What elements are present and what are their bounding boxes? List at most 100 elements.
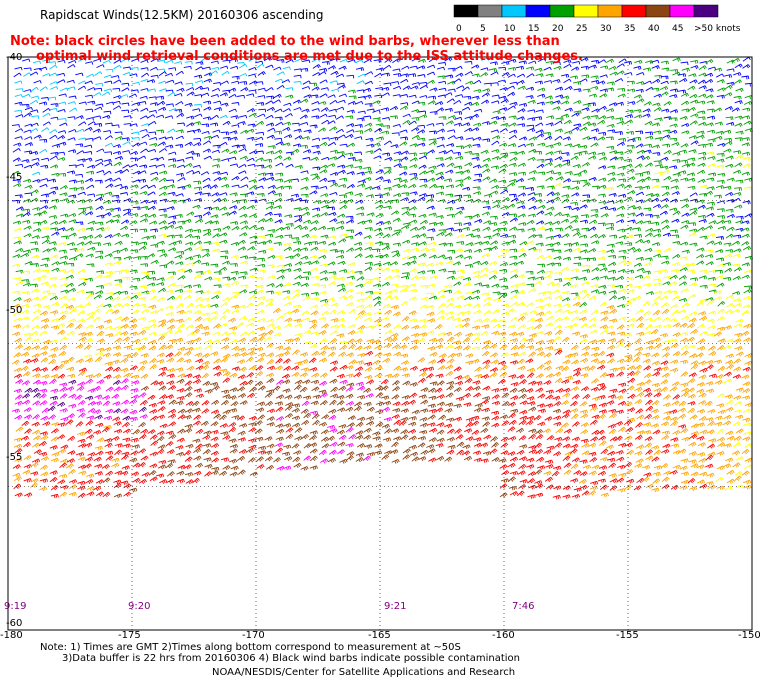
wind-barb: [581, 281, 590, 286]
wind-barb: [498, 179, 507, 184]
wind-barb: [266, 201, 275, 206]
wind-barb: [381, 281, 390, 287]
wind-barb: [375, 221, 385, 226]
wind-barb: [93, 409, 102, 415]
wind-barb: [299, 247, 309, 252]
wind-barb: [492, 199, 501, 204]
wind-barb: [113, 408, 122, 414]
wind-barb: [436, 175, 445, 181]
wind-barb: [201, 325, 210, 331]
wind-barb: [408, 213, 416, 218]
wind-barb: [301, 400, 310, 407]
wind-barb: [129, 365, 138, 371]
wind-barb: [31, 288, 40, 293]
wind-barb: [373, 148, 382, 153]
wind-barb: [311, 58, 320, 63]
wind-barb: [195, 393, 204, 399]
wind-barb: [598, 402, 607, 408]
wind-barb: [500, 122, 509, 127]
wind-barb: [93, 136, 102, 140]
wind-barb: [300, 466, 309, 471]
wind-barb: [174, 234, 183, 239]
wind-barb: [438, 80, 447, 85]
wind-barb: [509, 456, 519, 462]
wind-barb: [696, 199, 705, 204]
wind-barb: [39, 310, 49, 316]
wind-barb: [102, 59, 111, 64]
wind-barb: [132, 179, 141, 183]
wind-barb: [716, 465, 725, 471]
wind-barb: [545, 235, 554, 240]
wind-barb: [283, 423, 292, 428]
wind-barb: [670, 178, 679, 183]
wind-barb: [96, 169, 105, 174]
wind-barb: [510, 274, 519, 279]
wind-barb: [194, 316, 203, 322]
wind-barb: [122, 276, 130, 281]
wind-barb: [606, 243, 615, 248]
wind-barb: [680, 198, 689, 203]
wind-barb: [669, 338, 678, 343]
wind-barb: [78, 367, 87, 373]
wind-barb: [32, 373, 41, 379]
wind-barb: [275, 447, 284, 454]
wind-barb: [390, 304, 399, 310]
wind-barb: [635, 309, 644, 315]
wind-barb: [609, 388, 618, 394]
wind-barb: [517, 85, 526, 90]
wind-barb: [579, 204, 588, 209]
wind-barb: [563, 428, 573, 434]
wind-barb: [221, 70, 230, 76]
wind-barb: [473, 407, 482, 413]
wind-barb: [510, 395, 519, 401]
wind-barb: [564, 242, 572, 247]
wind-barb: [455, 179, 464, 184]
wind-barb: [688, 73, 697, 78]
wind-barb: [489, 120, 498, 125]
wind-barb: [563, 178, 572, 183]
wind-barb: [113, 256, 122, 261]
wind-barb: [247, 163, 256, 168]
wind-barb: [464, 101, 473, 106]
wind-barb: [735, 414, 744, 420]
wind-barb: [156, 282, 165, 286]
wind-barb: [210, 409, 220, 415]
wind-barb: [499, 220, 508, 226]
wind-barb: [705, 381, 714, 386]
wind-barb: [229, 163, 239, 167]
wind-barb: [600, 448, 609, 455]
wind-barb: [291, 308, 300, 314]
wind-barb: [733, 234, 742, 239]
wind-barb: [461, 374, 470, 380]
wind-barb: [102, 226, 111, 231]
wind-barb: [50, 103, 59, 107]
wind-barb: [95, 250, 104, 255]
wind-barb: [489, 178, 498, 183]
wind-barb: [246, 191, 255, 196]
wind-barb: [544, 416, 553, 422]
wind-barb: [85, 357, 94, 363]
wind-barb: [121, 82, 130, 87]
wind-barb: [266, 264, 275, 269]
wind-barb: [660, 366, 669, 372]
wind-barb: [202, 228, 212, 233]
wind-barb: [618, 388, 627, 394]
wind-barb: [283, 156, 292, 161]
wind-barb: [266, 134, 275, 139]
wind-barb: [553, 465, 562, 471]
wind-barb: [543, 66, 552, 71]
wind-barb: [456, 241, 465, 245]
wind-barb: [185, 256, 194, 261]
wind-barb: [731, 107, 740, 112]
wind-barb: [84, 127, 93, 132]
map-title: Rapidscat Winds(12.5KM) 20160306 ascendi…: [40, 8, 324, 22]
wind-barb: [382, 261, 391, 266]
wind-barb: [497, 319, 507, 324]
wind-barb: [83, 463, 92, 469]
wind-barb: [50, 310, 59, 315]
wind-barb: [687, 157, 696, 162]
wind-barb: [453, 78, 462, 84]
wind-barb: [742, 395, 751, 400]
wind-barb: [192, 328, 201, 334]
wind-barb: [399, 141, 408, 147]
